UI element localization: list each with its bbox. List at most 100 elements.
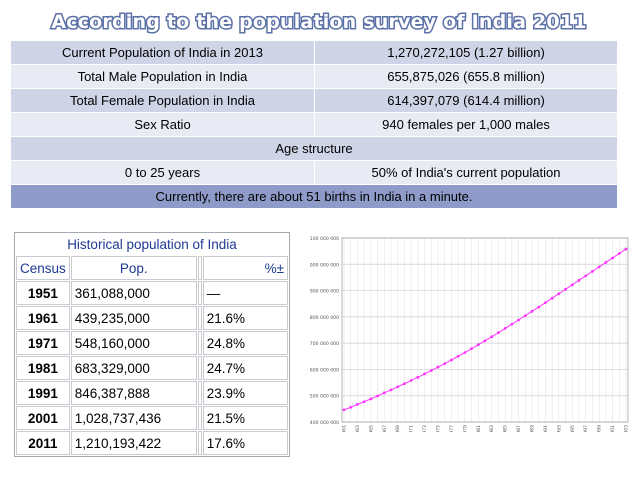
age-structure-heading-row: Age structure <box>10 136 618 161</box>
census-year: 1951 <box>16 281 70 305</box>
table-row: 1951 361,088,000 — <box>16 281 288 305</box>
census-pop: 548,160,000 <box>70 331 197 355</box>
chart-point <box>463 351 467 355</box>
chart-x-tick-label: 1979 <box>462 425 468 432</box>
chart-point <box>349 405 353 409</box>
table-row: 1981 683,329,000 24.7% <box>16 356 288 380</box>
chart-point <box>624 247 628 251</box>
census-year: 2001 <box>16 406 70 430</box>
chart-point <box>570 283 574 287</box>
chart-y-tick-label: 400 000 000 <box>310 420 339 426</box>
chart-point <box>436 365 440 369</box>
chart-point <box>396 385 400 389</box>
population-line-chart: 400 000 000 500 000 000 600 000 000 700 000… <box>310 236 630 432</box>
chart-point <box>456 354 460 358</box>
chart-point <box>523 314 527 318</box>
survey-row: Total Male Population in India 655,875,0… <box>10 64 618 89</box>
chart-y-tick-label: 700 000 000 <box>310 341 339 347</box>
chart-point <box>382 391 386 395</box>
header-census: Census <box>16 256 70 280</box>
chart-point <box>530 309 534 313</box>
chart-point <box>557 292 561 296</box>
census-year: 1981 <box>16 356 70 380</box>
historical-header-row: Census Pop. %± <box>16 256 288 280</box>
page-title: According to the population survey of In… <box>50 10 588 35</box>
chart-point <box>342 408 346 412</box>
chart-x-tick-label: 1983 <box>489 425 495 432</box>
chart-point <box>362 400 366 404</box>
chart-point <box>470 347 473 351</box>
chart-x-tick-label: 1965 <box>368 425 374 432</box>
chart-x-tick-label: 1971 <box>409 425 415 432</box>
survey-label: Sex Ratio <box>10 112 315 137</box>
births-note-row: Currently, there are about 51 births in … <box>10 184 618 209</box>
age-structure-heading: Age structure <box>10 136 618 161</box>
table-row: 1991 846,387,888 23.9% <box>16 381 288 405</box>
chart-point <box>409 379 413 382</box>
census-year: 1961 <box>16 306 70 330</box>
survey-table: Current Population of India in 2013 1,27… <box>10 40 618 209</box>
chart-x-tick-label: 1987 <box>516 425 522 432</box>
chart-point <box>604 261 608 264</box>
chart-point <box>544 301 547 305</box>
table-row: 1971 548,160,000 24.8% <box>16 331 288 355</box>
table-row: 1961 439,235,000 21.6% <box>16 306 288 330</box>
chart-point <box>369 397 373 401</box>
census-pop: 846,387,888 <box>70 381 197 405</box>
census-year: 2011 <box>16 431 70 455</box>
census-pop: 439,235,000 <box>70 306 197 330</box>
chart-point <box>443 362 447 366</box>
header-pct: %± <box>202 256 288 280</box>
chart-x-tick-label: 1961 <box>342 425 348 432</box>
survey-value: 655,875,026 (655.8 million) <box>314 64 618 89</box>
chart-point <box>483 339 487 343</box>
historical-caption: Historical population of India <box>67 237 237 252</box>
table-row: 2011 1,210,193,422 17.6% <box>16 431 288 455</box>
chart-x-tick-label: 1999 <box>597 425 603 432</box>
census-pct: 24.7% <box>202 356 288 380</box>
census-pct: 17.6% <box>202 431 288 455</box>
chart-point <box>517 318 520 322</box>
chart-x-tick-label: 1977 <box>449 425 455 432</box>
chart-point <box>389 388 393 392</box>
chart-point <box>376 394 379 398</box>
header-gap <box>197 256 202 280</box>
chart-x-tick-label: 1993 <box>556 425 562 432</box>
chart-point <box>584 274 588 278</box>
census-year: 1991 <box>16 381 70 405</box>
age-value: 50% of India's current population <box>314 160 618 185</box>
survey-label: Total Male Population in India <box>10 64 315 89</box>
chart-x-tick-label: 1995 <box>570 425 576 432</box>
chart-point <box>450 358 453 362</box>
census-pct: 21.5% <box>202 406 288 430</box>
chart-x-tick-label: 1991 <box>543 425 549 432</box>
chart-point <box>591 269 594 273</box>
age-row: 0 to 25 years 50% of India's current pop… <box>10 160 618 185</box>
survey-value: 940 females per 1,000 males <box>314 112 618 137</box>
births-note: Currently, there are about 51 births in … <box>10 184 618 209</box>
chart-point <box>416 375 420 379</box>
chart-y-tick-label: 1 100 000 000 <box>310 236 339 242</box>
census-pop: 683,329,000 <box>70 356 197 380</box>
chart-point <box>617 252 621 255</box>
chart-x-tick-label: 1975 <box>436 425 442 432</box>
cell-gap <box>197 431 202 455</box>
chart-x-tick-label: 1969 <box>395 425 401 432</box>
chart-point <box>503 327 507 330</box>
chart-point <box>577 278 581 282</box>
census-pct: 24.8% <box>202 331 288 355</box>
chart-x-tick-label: 1985 <box>503 425 509 432</box>
chart-point <box>490 335 494 339</box>
chart-point <box>403 382 406 386</box>
survey-row: Total Female Population in India 614,397… <box>10 88 618 113</box>
chart-x-tick-label: 1963 <box>355 425 361 432</box>
chart-x-tick-label: 1989 <box>530 425 536 432</box>
chart-x-tick-label: 2001 <box>610 425 616 432</box>
chart-point <box>423 372 426 376</box>
survey-row: Current Population of India in 2013 1,27… <box>10 40 618 65</box>
chart-plot-frame <box>341 237 629 423</box>
census-pct: 21.6% <box>202 306 288 330</box>
chart-point <box>564 287 567 291</box>
table-row: 2001 1,028,737,436 21.5% <box>16 406 288 430</box>
chart-y-tick-label: 600 000 000 <box>310 367 339 373</box>
